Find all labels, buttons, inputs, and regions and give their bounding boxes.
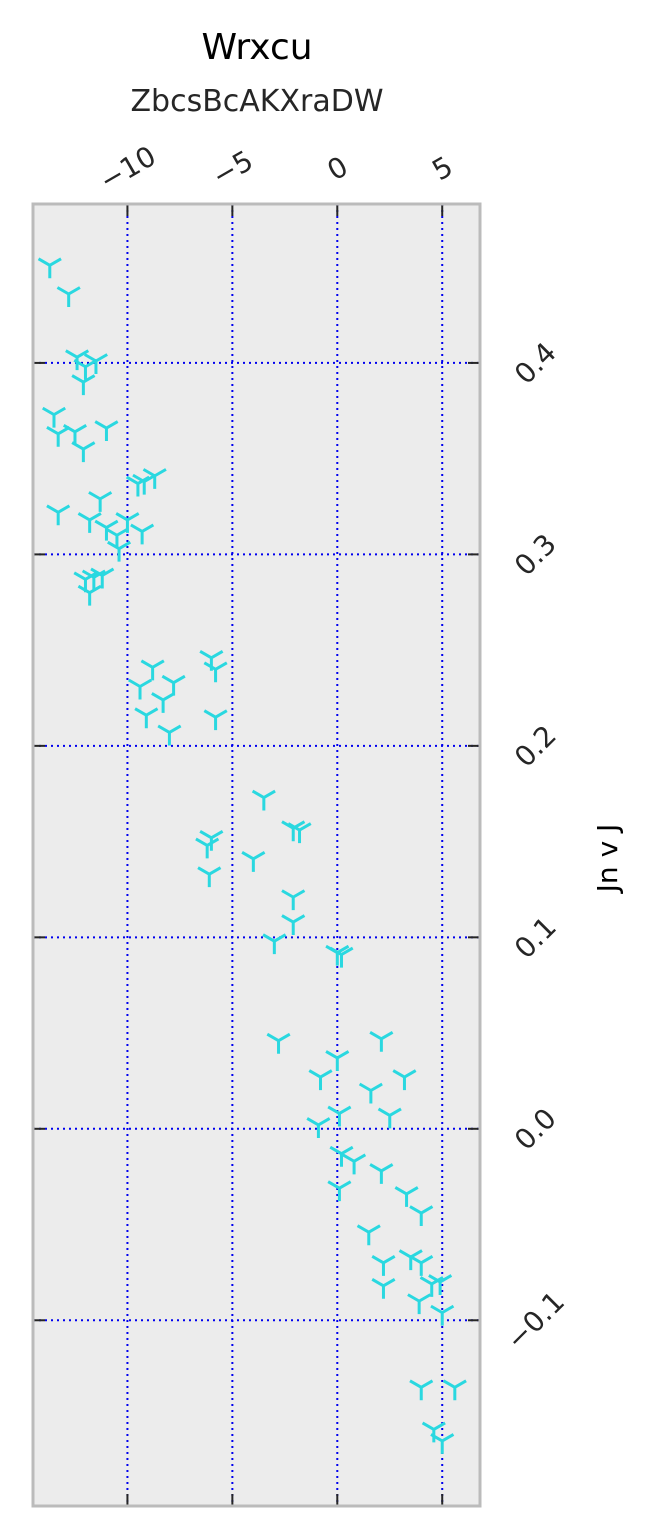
- plot-area: [33, 204, 480, 1506]
- y-tick-label: 0.4: [508, 336, 563, 391]
- scatter-point: [151, 692, 176, 713]
- x-tick-label: −10: [94, 139, 162, 197]
- scatter-point: [369, 1031, 394, 1052]
- scatter-point: [94, 420, 119, 442]
- scatter-point: [356, 1224, 381, 1246]
- y-axis-label: Jn v J: [591, 824, 624, 895]
- scatter-point: [306, 1117, 331, 1138]
- x-tick-label: 0: [322, 150, 354, 187]
- scatter-point: [65, 349, 90, 371]
- scatter-point: [369, 1163, 394, 1184]
- data-points: [37, 257, 467, 1454]
- y-tick-label: 0.2: [508, 719, 563, 774]
- scatter-point: [88, 491, 113, 512]
- scatter-point: [287, 822, 312, 844]
- scatter-point: [41, 406, 66, 428]
- y-tick-label: 0.1: [508, 910, 563, 965]
- scatter-point: [409, 1255, 434, 1276]
- scatter-point: [329, 946, 354, 968]
- scatter-point: [266, 1032, 291, 1054]
- scatter-point: [308, 1069, 333, 1091]
- scatter-point: [325, 1050, 350, 1071]
- chart-subtitle: ZbcsBcAKXraDW: [130, 84, 383, 119]
- scatter-point: [56, 286, 81, 307]
- scatter-point: [442, 1379, 467, 1401]
- scatter-point: [134, 707, 159, 729]
- plot-frame: [31, 202, 482, 1508]
- scatter-point: [203, 661, 228, 683]
- scatter-point: [130, 523, 155, 545]
- scatter-point: [128, 678, 153, 700]
- scatter-point: [394, 1186, 419, 1207]
- y-tick-label: 0.0: [508, 1102, 563, 1157]
- scatter-point: [157, 724, 182, 746]
- scatter-point: [90, 567, 115, 589]
- scatter-point: [430, 1304, 455, 1326]
- scatter-point: [428, 1274, 453, 1295]
- scatter-point: [392, 1069, 417, 1091]
- scatter-point: [77, 584, 102, 606]
- scatter-point: [409, 1379, 434, 1401]
- scatter-point: [281, 914, 306, 936]
- scatter-point: [371, 1278, 396, 1299]
- scatter-point: [358, 1082, 383, 1104]
- grid: [33, 204, 480, 1506]
- scatter-point: [251, 789, 276, 811]
- scatter-point: [262, 933, 287, 955]
- scatter-point: [203, 709, 228, 731]
- scatter-point: [377, 1107, 402, 1129]
- scatter-point: [71, 374, 96, 396]
- y-tick-label: −0.1: [500, 1285, 571, 1356]
- scatter-point: [409, 1205, 434, 1227]
- chart-title: Wrxcu: [201, 27, 312, 68]
- scatter-point: [371, 1255, 396, 1276]
- scatter-point: [398, 1249, 423, 1271]
- scatter-point: [281, 889, 306, 911]
- scatter-point: [327, 1105, 352, 1127]
- scatter-point: [430, 1433, 455, 1454]
- scatter-point: [195, 837, 220, 859]
- scatter-point: [199, 649, 224, 671]
- scatter-point: [142, 468, 167, 489]
- scatter-point: [140, 659, 165, 681]
- scatter-point: [407, 1293, 432, 1315]
- scatter-point: [71, 441, 96, 463]
- x-tick-label: −5: [206, 144, 258, 193]
- y-tick-label: 0.3: [508, 527, 563, 582]
- scatter-point: [83, 353, 108, 375]
- scatter-point: [241, 851, 266, 872]
- scatter-point: [342, 1153, 367, 1175]
- scatter-point: [77, 512, 102, 533]
- scatter-point: [197, 866, 222, 888]
- x-tick-label: 5: [427, 150, 459, 187]
- scatter-point: [37, 257, 62, 279]
- scatter-point: [329, 1145, 354, 1167]
- scatter-point: [107, 540, 132, 562]
- scatter-point: [327, 1180, 352, 1202]
- scatter-point: [46, 504, 71, 526]
